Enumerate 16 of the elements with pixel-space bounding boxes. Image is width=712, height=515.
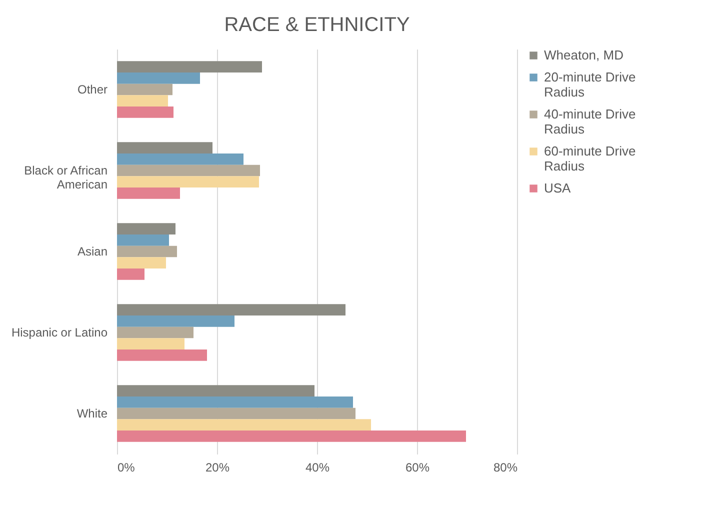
legend-label: 40-minute Drive Radius [544, 106, 636, 136]
x-tick-label: 20% [205, 460, 230, 474]
y-tick-label: Other [77, 82, 108, 96]
x-tick-label: 0% [118, 460, 136, 474]
x-tick-label: 40% [305, 460, 330, 474]
chart-title: RACE & ETHNICITY [224, 14, 410, 36]
legend-label: 60-minute Drive Radius [544, 144, 636, 174]
y-tick-label: Black or African American [24, 164, 108, 192]
y-tick-label: White [76, 406, 108, 420]
legend-label: USA [544, 180, 572, 196]
legend-label: 20-minute Drive Radius [544, 70, 636, 100]
y-tick-label: Asian [77, 244, 108, 258]
legend-label: Wheaton, MD [544, 48, 624, 62]
y-tick-label: Hispanic or Latino [11, 326, 108, 340]
x-tick-label: 80% [493, 460, 518, 474]
x-tick-label: 60% [405, 460, 430, 474]
